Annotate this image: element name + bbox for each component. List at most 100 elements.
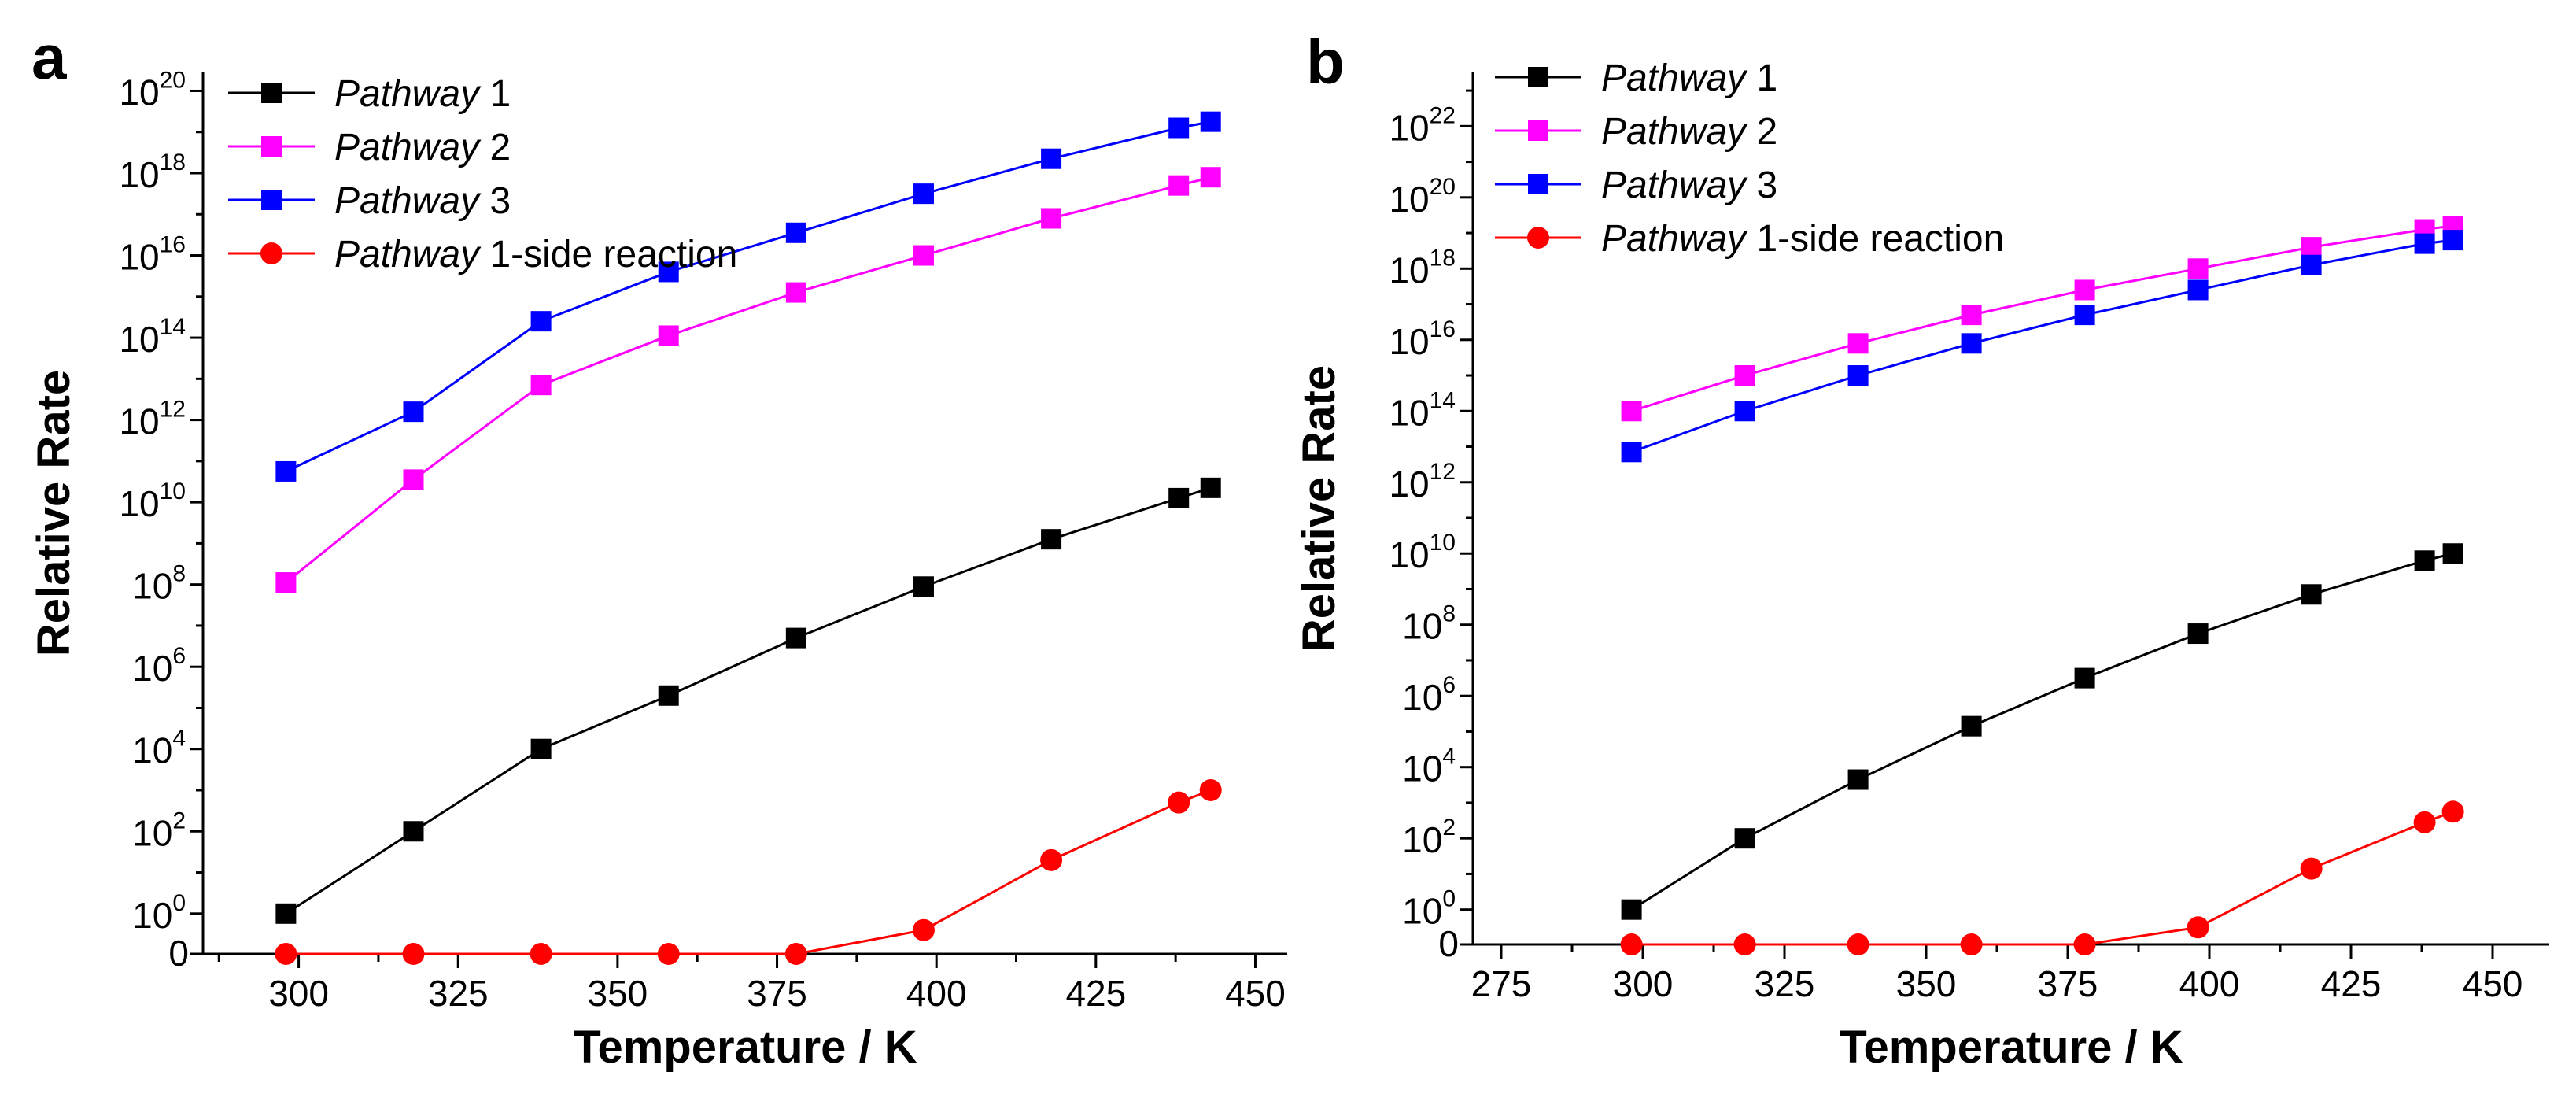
data-point	[1621, 899, 1642, 920]
data-point	[1168, 175, 1190, 196]
data-point	[1621, 401, 1642, 422]
data-point	[1041, 208, 1062, 229]
legend-marker	[260, 242, 282, 264]
data-point	[275, 903, 297, 924]
y-tick-label: 100	[1402, 886, 1456, 932]
data-point	[785, 627, 806, 649]
legend-marker	[1528, 120, 1548, 141]
data-point	[658, 261, 679, 283]
legend-marker	[261, 83, 282, 103]
x-axis-title: Temperature / K	[573, 1022, 917, 1073]
data-point	[1200, 167, 1221, 188]
y-tick-label: 1016	[119, 232, 186, 278]
legend-entry: Pathway 3	[228, 180, 511, 222]
y-tick-label: 1012	[119, 397, 186, 442]
x-tick-label: 325	[428, 973, 489, 1014]
data-point	[658, 325, 679, 346]
data-point	[2187, 623, 2209, 645]
y-tick-label: 1018	[119, 150, 186, 195]
data-point	[2074, 279, 2095, 301]
y-tick-label: 100	[132, 890, 186, 936]
x-tick-label: 425	[2321, 963, 2382, 1004]
x-tick-label: 450	[1225, 973, 1286, 1014]
data-point	[784, 943, 807, 965]
data-point	[1040, 848, 1063, 871]
data-point	[275, 460, 297, 482]
legend-entry: Pathway 1	[1495, 57, 1777, 99]
x-tick-label: 350	[1896, 963, 1957, 1004]
legend-marker	[1527, 227, 1549, 249]
data-point	[1041, 148, 1062, 169]
x-tick-label: 300	[1613, 963, 1674, 1004]
data-point	[1200, 111, 1221, 132]
y-tick-label: 102	[132, 808, 186, 853]
y-tick-label: 104	[1402, 744, 1456, 789]
series-2	[275, 167, 1221, 593]
legend-entry: Pathway 1-side reaction	[1495, 218, 2004, 260]
data-point	[1961, 333, 1982, 354]
data-point	[2187, 916, 2209, 939]
x-tick-label: 400	[2179, 963, 2240, 1004]
data-point	[1168, 487, 1190, 508]
y-tick-label: 1016	[1389, 316, 1456, 362]
data-point	[530, 738, 552, 759]
legend-label: Pathway 2	[1601, 111, 1777, 153]
data-point	[1734, 365, 1755, 386]
x-tick-label: 425	[1065, 973, 1126, 1014]
y-axis-title: Relative Rate	[28, 370, 79, 656]
legend-label: Pathway 1	[1601, 57, 1777, 99]
legend-label: Pathway 1-side reaction	[1601, 218, 2004, 260]
legend-label: Pathway 3	[334, 180, 511, 222]
data-point	[2073, 933, 2096, 955]
data-point	[913, 576, 934, 597]
data-point	[2301, 237, 2322, 258]
y-tick-label: 1014	[119, 314, 186, 360]
panel-letter: b	[1306, 27, 1345, 97]
y-tick-label: 1022	[1389, 102, 1456, 148]
legend-entry: Pathway 2	[228, 127, 511, 168]
legend-label: Pathway 1-side reaction	[334, 234, 737, 275]
data-point	[1733, 933, 1756, 955]
legend-marker	[261, 190, 282, 210]
data-point	[1847, 769, 1869, 790]
data-point	[1847, 365, 1869, 386]
data-point	[2442, 230, 2463, 251]
y-tick-label: 1014	[1389, 387, 1456, 433]
data-point	[1734, 401, 1755, 422]
series-1	[275, 477, 1221, 924]
data-point	[913, 245, 934, 266]
data-point	[2414, 550, 2435, 571]
y-tick-label: 102	[1402, 815, 1456, 860]
panel-letter: a	[31, 22, 67, 92]
data-point	[530, 943, 552, 965]
data-point	[1199, 779, 1222, 801]
data-point	[2441, 800, 2464, 823]
data-point	[1960, 933, 1983, 955]
data-point	[2300, 857, 2323, 880]
data-point	[1041, 529, 1062, 550]
data-point	[403, 469, 424, 490]
x-tick-label: 325	[1755, 963, 1815, 1004]
y-tick-label: 1020	[1389, 174, 1456, 220]
series-3	[1621, 230, 2463, 463]
data-point	[402, 943, 425, 965]
data-point	[2413, 811, 2436, 833]
legend-entry: Pathway 3	[1495, 164, 1777, 206]
data-point	[275, 572, 297, 593]
y-tick-label: 108	[1402, 601, 1456, 647]
y-tick-label: 1010	[119, 479, 186, 524]
data-point	[275, 943, 297, 965]
x-tick-label: 400	[906, 973, 967, 1014]
series-4	[1620, 800, 2464, 955]
data-point	[2442, 543, 2463, 564]
legend-entry: Pathway 1-side reaction	[228, 234, 737, 275]
x-axis-title: Temperature / K	[1839, 1022, 2183, 1073]
x-tick-label: 375	[747, 973, 807, 1014]
data-point	[1200, 477, 1221, 498]
data-point	[912, 918, 935, 941]
y-tick-label: 108	[132, 561, 186, 607]
series-line	[285, 120, 1212, 473]
y-tick-label-zero: 0	[168, 933, 189, 974]
